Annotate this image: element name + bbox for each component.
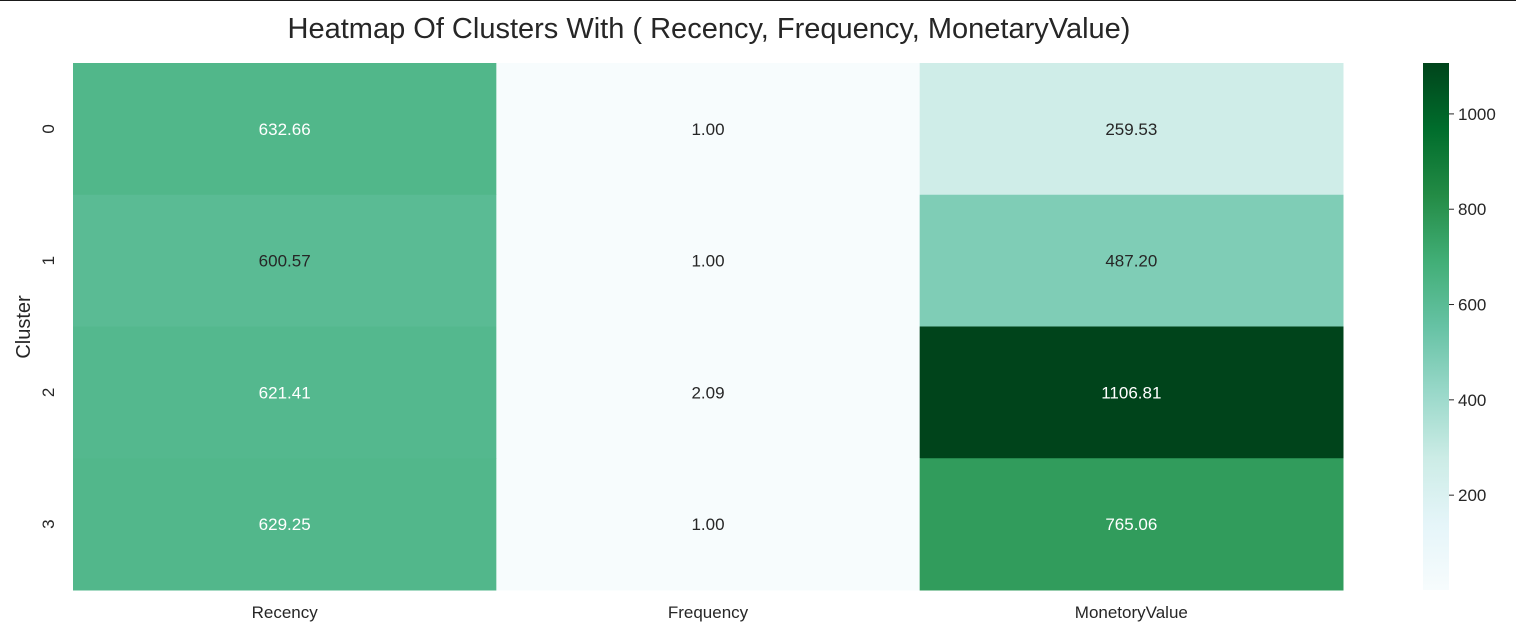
x-tick-label-2: MonetoryValue bbox=[1075, 603, 1188, 622]
heatmap-cell-r1-c1 bbox=[496, 194, 921, 327]
heatmap-cell-r0-c0 bbox=[73, 63, 497, 196]
cell-annotation-r0-c2: 259.53 bbox=[1105, 120, 1157, 139]
heatmap-cell-r3-c0 bbox=[73, 458, 497, 591]
heatmap-cell-r2-c0 bbox=[73, 326, 497, 459]
x-tick-label-0: Recency bbox=[252, 603, 319, 622]
colorbar-tick-label-1: 400 bbox=[1458, 391, 1486, 410]
cell-annotation-r1-c2: 487.20 bbox=[1105, 252, 1157, 271]
y-tick-labels: 0 1 2 3 bbox=[39, 124, 58, 529]
cell-annotation-r2-c2: 1106.81 bbox=[1101, 383, 1161, 402]
y-tick-label-3: 3 bbox=[39, 519, 58, 528]
chart-title: Heatmap Of Clusters With ( Recency, Freq… bbox=[288, 13, 1131, 45]
x-tick-labels: Recency Frequency MonetoryValue bbox=[252, 603, 1188, 622]
cell-annotation-r0-c0: 632.66 bbox=[259, 120, 311, 139]
cell-annotation-r0-c1: 1.00 bbox=[691, 120, 724, 139]
heatmap-cells: 632.66 1.00 259.53 600.57 1.00 487.20 621.41 2.… bbox=[73, 63, 1344, 591]
colorbar-tick-label-3: 800 bbox=[1458, 200, 1486, 219]
heatmap-cell-r1-c2 bbox=[919, 194, 1344, 327]
y-tick-label-1: 1 bbox=[39, 256, 58, 265]
colorbar-tick-label-2: 600 bbox=[1458, 296, 1486, 315]
cell-annotation-r3-c1: 1.00 bbox=[691, 515, 724, 534]
x-tick-label-1: Frequency bbox=[668, 603, 749, 622]
heatmap-cell-r2-c2 bbox=[919, 326, 1344, 459]
top-border-line bbox=[0, 0, 1516, 1]
colorbar-tick-label-0: 200 bbox=[1458, 486, 1486, 505]
heatmap-cell-r2-c1 bbox=[496, 326, 921, 459]
cell-annotation-r1-c1: 1.00 bbox=[691, 252, 724, 271]
colorbar-tick-label-4: 1000 bbox=[1458, 105, 1496, 124]
colorbar-gradient bbox=[1423, 63, 1449, 590]
cell-annotation-r2-c1: 2.09 bbox=[691, 383, 724, 402]
heatmap-cell-r1-c0 bbox=[73, 194, 497, 327]
y-tick-label-0: 0 bbox=[39, 124, 58, 133]
y-tick-label-2: 2 bbox=[39, 388, 58, 397]
colorbar: 200 400 600 800 1000 bbox=[1423, 63, 1496, 590]
cell-annotation-r2-c0: 621.41 bbox=[259, 383, 311, 402]
heatmap-cell-r0-c2 bbox=[919, 63, 1344, 196]
cell-annotation-r1-c0: 600.57 bbox=[259, 252, 311, 271]
cell-annotation-r3-c2: 765.06 bbox=[1105, 515, 1157, 534]
heatmap-cell-r0-c1 bbox=[496, 63, 921, 196]
y-axis-label: Cluster bbox=[13, 295, 35, 359]
cell-annotation-r3-c0: 629.25 bbox=[259, 515, 311, 534]
heatmap-cell-r3-c2 bbox=[919, 458, 1344, 591]
heatmap-cell-r3-c1 bbox=[496, 458, 921, 591]
